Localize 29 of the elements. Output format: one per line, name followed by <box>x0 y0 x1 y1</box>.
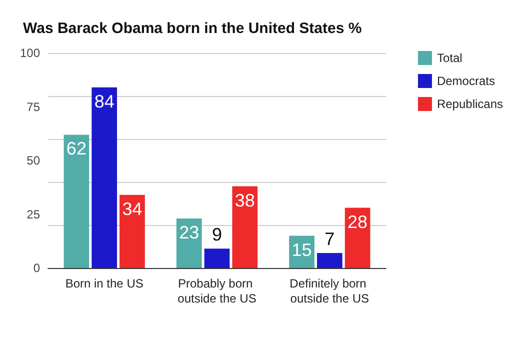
y-tick-label: 75 <box>26 100 40 114</box>
bar <box>344 208 370 268</box>
bar <box>92 87 118 268</box>
data-label: 38 <box>234 190 255 210</box>
data-label: 15 <box>292 240 312 260</box>
legend-label: Republicans <box>436 97 504 111</box>
y-tick-label: 100 <box>20 46 40 60</box>
x-tick-label: Definitely born outside the US <box>290 276 370 306</box>
bar <box>176 218 202 268</box>
data-label: 7 <box>324 228 335 249</box>
x-tick-label: Probably born outside the US <box>178 276 256 306</box>
y-tick-label: 50 <box>26 154 40 168</box>
bar <box>232 186 258 268</box>
chart-title: Was Barack Obama born in the United States % <box>23 20 362 37</box>
bar <box>64 134 90 268</box>
data-label: 34 <box>122 198 142 219</box>
data-label: 62 <box>66 138 86 159</box>
y-tick-label: 25 <box>26 207 40 222</box>
data-label: 84 <box>94 91 114 112</box>
legend-label: Total <box>436 51 462 65</box>
y-tick-label: 0 <box>33 261 40 275</box>
data-label: 23 <box>179 222 200 243</box>
x-tick-label: Born in the US <box>65 276 144 290</box>
legend-label: Democrats <box>436 74 495 88</box>
data-label: 28 <box>348 212 368 232</box>
data-label: 9 <box>212 224 222 245</box>
bar <box>204 248 230 268</box>
bar <box>120 194 145 268</box>
bar <box>316 252 342 268</box>
